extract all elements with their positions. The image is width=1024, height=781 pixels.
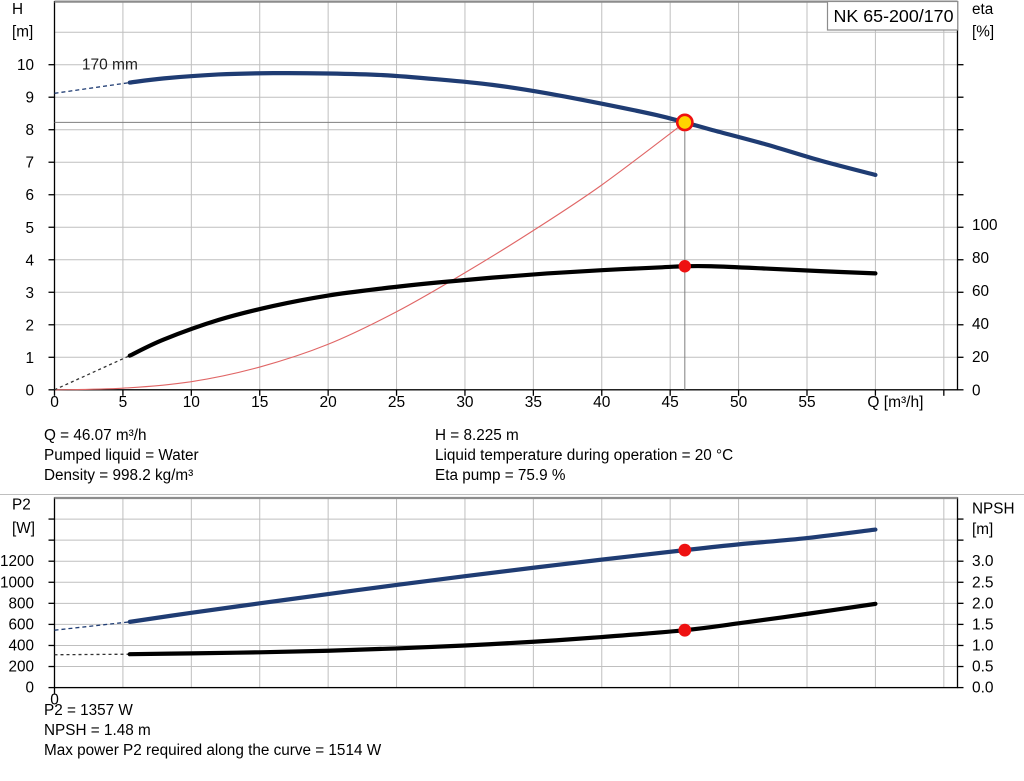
svg-text:800: 800 [8, 595, 34, 612]
svg-text:[m]: [m] [12, 24, 33, 41]
svg-text:[m]: [m] [972, 521, 993, 538]
svg-text:0: 0 [50, 394, 59, 411]
svg-text:Q [m³/h]: Q [m³/h] [867, 394, 923, 411]
svg-text:1200: 1200 [0, 553, 34, 570]
svg-text:40: 40 [972, 316, 989, 333]
svg-text:400: 400 [8, 637, 34, 654]
svg-text:200: 200 [8, 659, 34, 676]
svg-text:25: 25 [388, 394, 405, 411]
svg-text:5: 5 [119, 394, 128, 411]
svg-text:2.5: 2.5 [972, 574, 994, 591]
svg-text:60: 60 [972, 283, 989, 300]
svg-text:0: 0 [25, 680, 34, 697]
svg-text:600: 600 [8, 616, 34, 633]
svg-text:2: 2 [25, 317, 34, 334]
svg-text:1.5: 1.5 [972, 616, 994, 633]
svg-text:1.0: 1.0 [972, 637, 994, 654]
svg-text:6: 6 [25, 187, 34, 204]
svg-text:0: 0 [25, 382, 34, 399]
svg-text:H: H [12, 1, 23, 18]
svg-text:100: 100 [972, 217, 998, 234]
svg-text:20: 20 [320, 394, 338, 411]
svg-text:0: 0 [972, 382, 981, 399]
svg-text:1000: 1000 [0, 574, 34, 591]
svg-text:45: 45 [662, 394, 679, 411]
svg-text:8: 8 [25, 122, 34, 139]
svg-text:0.0: 0.0 [972, 680, 994, 697]
svg-text:55: 55 [798, 394, 815, 411]
svg-text:eta: eta [972, 1, 994, 18]
svg-text:3: 3 [25, 285, 34, 302]
svg-text:20: 20 [972, 349, 989, 366]
svg-text:NPSH: NPSH [972, 500, 1015, 517]
svg-text:30: 30 [456, 394, 474, 411]
svg-text:40: 40 [593, 394, 611, 411]
svg-text:2.0: 2.0 [972, 595, 994, 612]
svg-text:7: 7 [25, 155, 34, 172]
svg-text:3.0: 3.0 [972, 553, 994, 570]
svg-text:5: 5 [25, 220, 34, 237]
svg-text:170 mm: 170 mm [82, 57, 138, 74]
svg-text:[%]: [%] [972, 24, 994, 41]
svg-text:9: 9 [25, 90, 34, 107]
svg-text:NK 65-200/170: NK 65-200/170 [834, 6, 954, 26]
svg-text:10: 10 [17, 57, 34, 74]
svg-text:15: 15 [251, 394, 268, 411]
svg-text:50: 50 [730, 394, 748, 411]
svg-text:P2: P2 [12, 497, 31, 514]
svg-text:80: 80 [972, 250, 989, 267]
svg-text:10: 10 [183, 394, 201, 411]
svg-text:1: 1 [25, 350, 34, 367]
svg-text:4: 4 [25, 252, 34, 269]
svg-text:0.5: 0.5 [972, 659, 994, 676]
svg-text:35: 35 [525, 394, 542, 411]
svg-text:[W]: [W] [12, 520, 35, 537]
